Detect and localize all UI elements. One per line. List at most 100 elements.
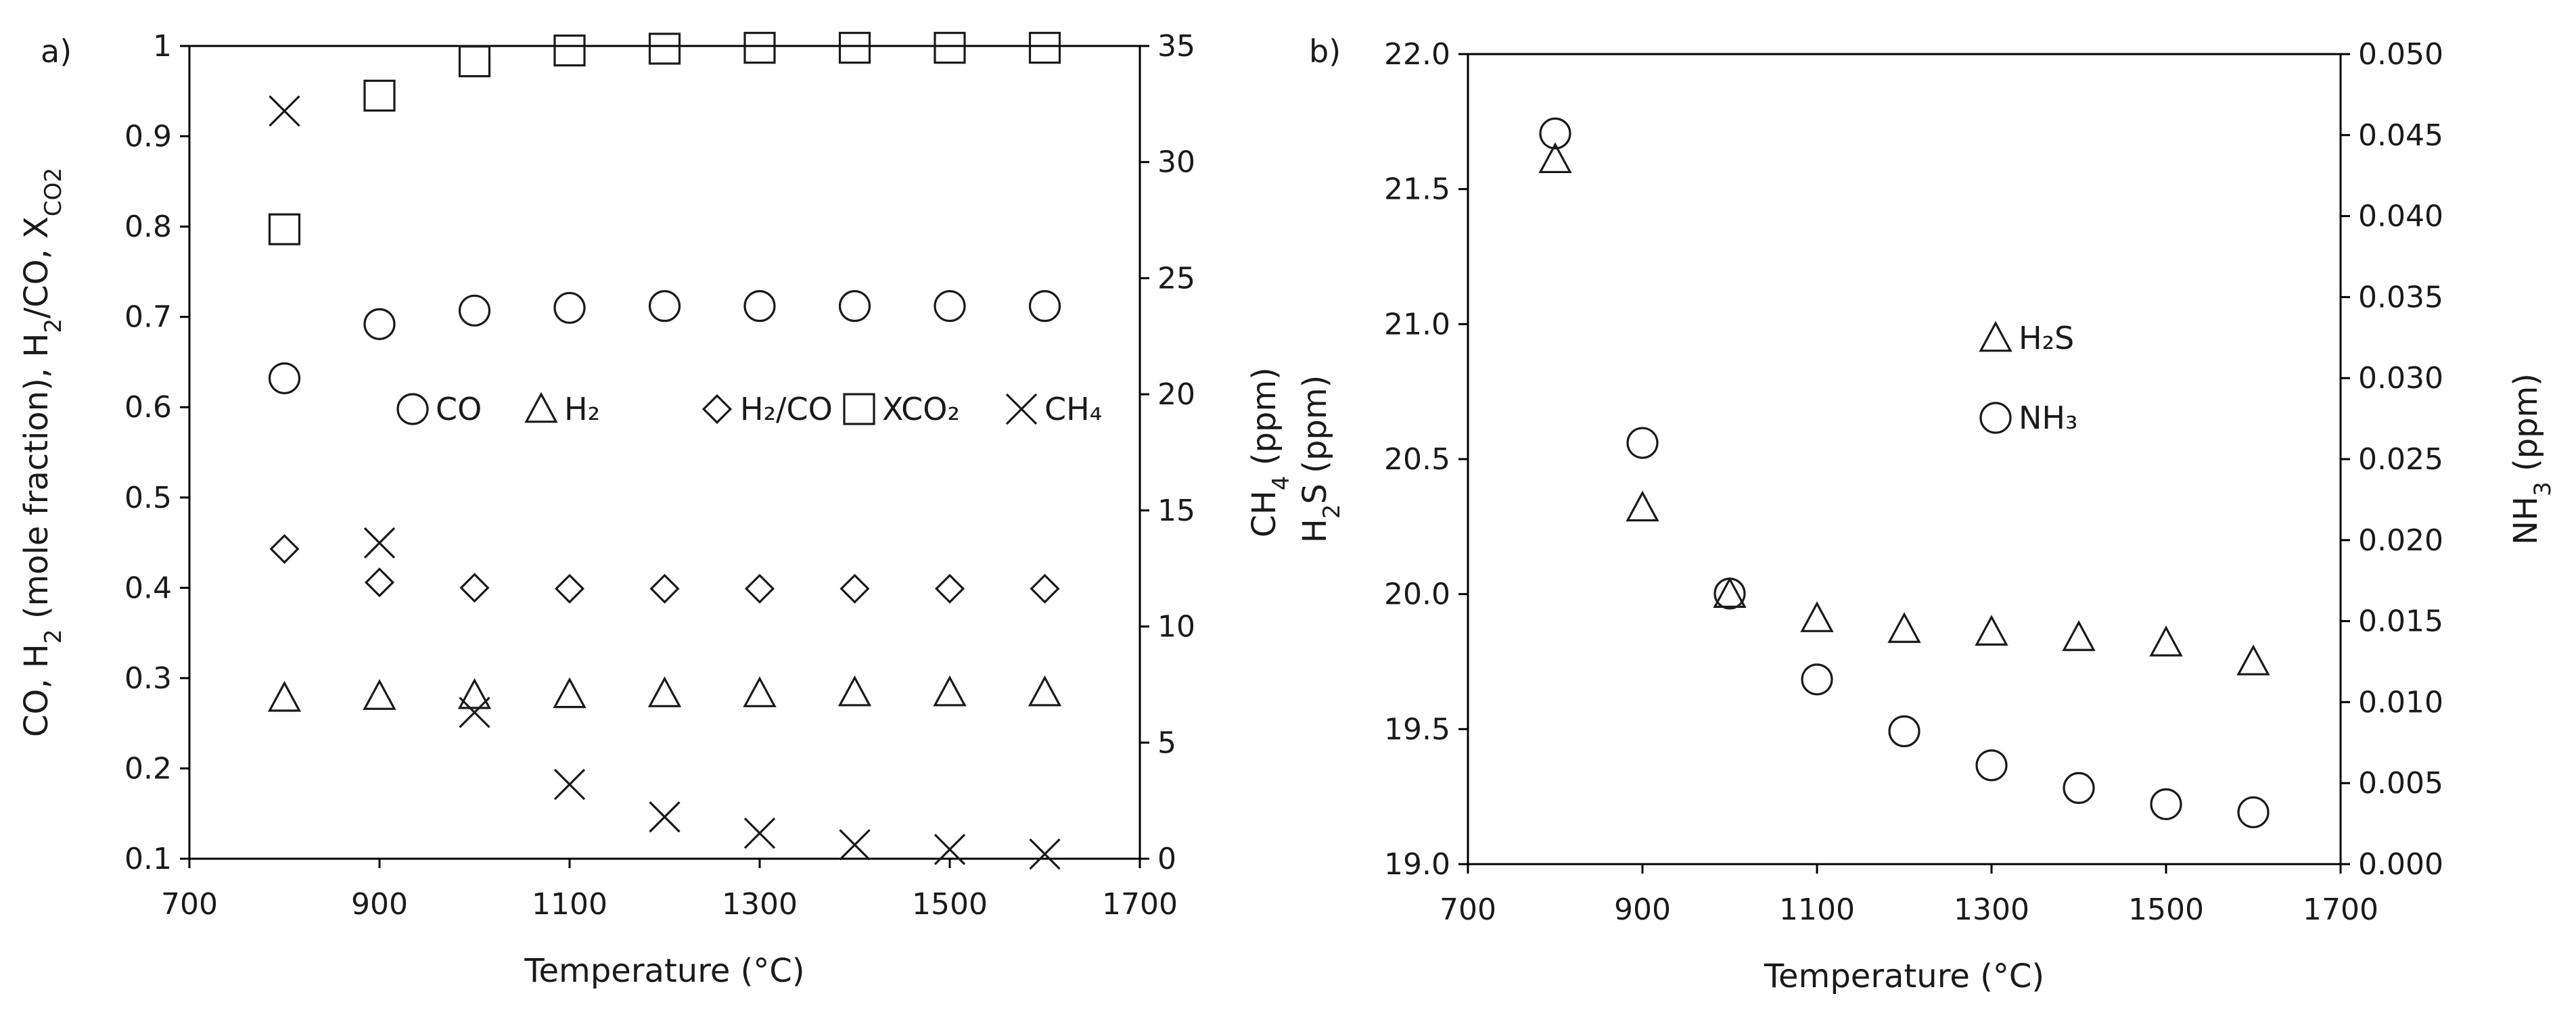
x-axis-label: Temperature (°C) xyxy=(1764,957,2044,995)
y2-tick-label: 0.035 xyxy=(2358,280,2443,314)
x-tick-label: 1500 xyxy=(2128,893,2204,927)
plot-frame xyxy=(188,45,1141,860)
data-point xyxy=(1030,573,1060,604)
legend-label: XCO₂ xyxy=(882,391,960,427)
legend-label: H₂/CO xyxy=(740,391,833,427)
y2-tick-label: 0.010 xyxy=(2358,685,2443,719)
data-point xyxy=(363,308,396,340)
data-point xyxy=(2149,625,2183,657)
series-cross xyxy=(269,95,1061,870)
legend: H₂S NH₃ xyxy=(1979,320,2077,436)
y2-tick-label: 0.015 xyxy=(2358,604,2443,639)
legend-label: CO xyxy=(436,391,482,427)
y-tick-label: 0.7 xyxy=(124,300,172,335)
y2-axis-label: CH4 (ppm) xyxy=(1245,367,1295,538)
data-point xyxy=(268,362,301,395)
legend-marker xyxy=(1979,402,2012,434)
y2-tick-label: 0.000 xyxy=(2358,847,2443,882)
y-tick-label: 0.1 xyxy=(124,842,172,876)
y-tick-label: 0.3 xyxy=(124,661,172,696)
y2-tick-label: 0.050 xyxy=(2358,37,2443,72)
data-point xyxy=(649,573,680,604)
data-point xyxy=(363,679,396,710)
data-point xyxy=(553,34,586,67)
y2-tick-label: 30 xyxy=(1157,145,1195,180)
data-point xyxy=(840,573,870,604)
data-point xyxy=(457,678,492,709)
data-point xyxy=(1626,490,1659,522)
legend-marker xyxy=(843,393,875,425)
plot-frame xyxy=(1467,53,2342,865)
legend-marker xyxy=(702,394,733,425)
x-tick-label: 1700 xyxy=(2303,893,2378,927)
x-tick-label: 1700 xyxy=(1102,887,1178,922)
data-point xyxy=(458,294,491,327)
data-point xyxy=(553,677,586,709)
data-point xyxy=(459,573,490,603)
y2-tick-label: 0.020 xyxy=(2358,523,2443,558)
y-tick-label: 20.0 xyxy=(1384,577,1450,612)
data-point xyxy=(553,768,586,801)
data-point xyxy=(743,817,776,849)
y-tick-label: 22.0 xyxy=(1384,37,1450,72)
x-tick-label: 700 xyxy=(1440,893,1496,927)
x-tick-label: 900 xyxy=(1614,893,1671,927)
data-point xyxy=(2236,644,2270,675)
data-point xyxy=(648,290,681,323)
y-tick-label: 0.6 xyxy=(124,390,172,425)
data-point xyxy=(1714,577,1746,610)
y2-tick-label: 0.030 xyxy=(2358,361,2443,396)
series-diamond xyxy=(269,533,1060,604)
data-point xyxy=(1028,675,1062,707)
legend-marker xyxy=(396,393,429,425)
data-point xyxy=(934,290,966,323)
legend-label: NH₃ xyxy=(2019,400,2077,436)
data-point xyxy=(1887,612,1921,643)
chart-panel-2: 700 900 1100 1300 1500 1700 19.0 19.5 20.0 20.5 21… xyxy=(1296,33,2556,995)
data-point xyxy=(1626,427,1659,459)
y2-tick-label: 0.005 xyxy=(2358,766,2443,801)
data-point xyxy=(2150,788,2182,820)
data-point xyxy=(1539,117,1571,150)
data-point xyxy=(934,573,965,604)
data-point xyxy=(1888,715,1920,748)
y-tick-label: 1 xyxy=(153,29,172,64)
y-tick-label: 20.5 xyxy=(1384,442,1450,477)
data-point xyxy=(459,696,490,728)
data-point xyxy=(2237,796,2270,828)
x-tick-label: 700 xyxy=(161,887,218,922)
y2-tick-label: 0.040 xyxy=(2358,199,2443,234)
data-point xyxy=(267,680,302,712)
data-point xyxy=(2063,771,2095,804)
data-point xyxy=(268,213,301,245)
data-point xyxy=(648,32,681,65)
y-tick-label: 0.9 xyxy=(124,120,172,154)
data-point xyxy=(934,32,966,64)
data-point xyxy=(743,32,776,64)
data-point xyxy=(1029,838,1061,870)
series-circle xyxy=(268,290,1061,395)
data-point xyxy=(2062,620,2096,651)
data-point xyxy=(363,79,396,112)
chart-panel-1: 700 900 1100 1300 1500 17000.10.20.30.40.50.6… xyxy=(18,29,1295,990)
data-point xyxy=(1801,663,1833,696)
y2-tick-label: 25 xyxy=(1157,261,1195,295)
data-point xyxy=(1975,615,2008,646)
legend-marker xyxy=(1979,320,2013,352)
x-tick-label: 900 xyxy=(351,887,408,922)
y-tick-label: 19.0 xyxy=(1384,847,1450,882)
data-point xyxy=(1800,601,1834,632)
y2-axis-label: NH3 (ppm) xyxy=(2507,373,2556,545)
legend-marker xyxy=(524,391,558,423)
panel-label: b) xyxy=(1309,33,1341,70)
y2-tick-label: 0.025 xyxy=(2358,442,2443,477)
y-tick-label: 0.5 xyxy=(124,481,172,515)
data-point xyxy=(934,834,966,865)
data-point xyxy=(364,567,395,598)
data-point xyxy=(1713,577,1747,608)
data-point xyxy=(269,95,300,127)
data-point xyxy=(933,675,967,707)
y2-tick-label: 5 xyxy=(1157,726,1176,760)
x-tick-label: 1500 xyxy=(912,887,988,922)
